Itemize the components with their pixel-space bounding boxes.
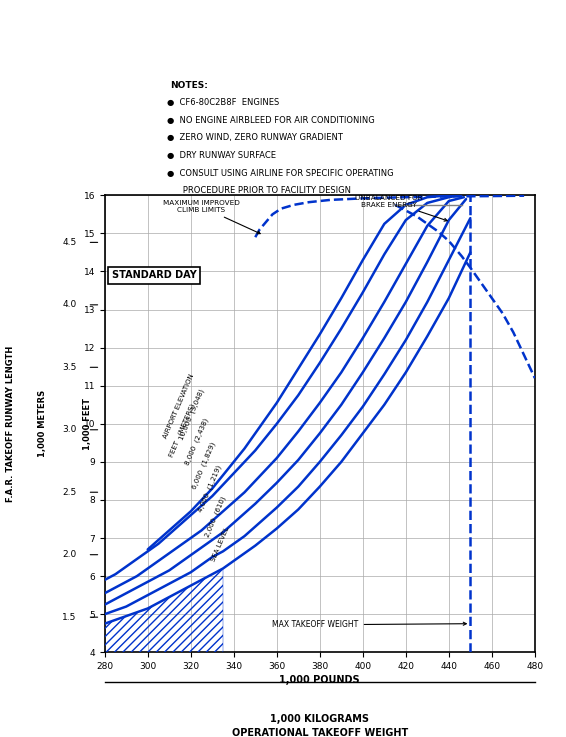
Text: UNBALANCED FOR
BRAKE ENERGY: UNBALANCED FOR BRAKE ENERGY bbox=[355, 195, 447, 221]
Text: 1,000 KILOGRAMS: 1,000 KILOGRAMS bbox=[271, 713, 369, 724]
Text: FEET   (METERS): FEET (METERS) bbox=[168, 402, 196, 458]
Text: MAXIMUM IMPROVED
CLIMB LIMITS: MAXIMUM IMPROVED CLIMB LIMITS bbox=[163, 200, 260, 234]
Text: 10,000  (3,048): 10,000 (3,048) bbox=[178, 388, 205, 441]
Text: ●  NO ENGINE AIRBLEED FOR AIR CONDITIONING: ● NO ENGINE AIRBLEED FOR AIR CONDITIONIN… bbox=[167, 116, 375, 125]
Text: 1.5: 1.5 bbox=[62, 612, 77, 622]
Text: 4.5: 4.5 bbox=[62, 238, 77, 247]
Text: SEA LEVEL: SEA LEVEL bbox=[210, 526, 230, 563]
Text: ●  DRY RUNWAY SURFACE: ● DRY RUNWAY SURFACE bbox=[167, 151, 276, 160]
Text: 4.0: 4.0 bbox=[62, 301, 77, 310]
Text: 1,000 FEET: 1,000 FEET bbox=[83, 398, 92, 450]
Text: 8,000  (2,438): 8,000 (2,438) bbox=[185, 417, 210, 466]
Text: OPERATIONAL TAKEOFF WEIGHT: OPERATIONAL TAKEOFF WEIGHT bbox=[231, 727, 408, 737]
Text: 6,000  (1,829): 6,000 (1,829) bbox=[191, 441, 216, 490]
Text: AIRPORT ELEVATION: AIRPORT ELEVATION bbox=[163, 372, 196, 439]
Text: 1,000 METERS: 1,000 METERS bbox=[38, 390, 47, 458]
Text: STANDARD DAY: STANDARD DAY bbox=[112, 270, 196, 280]
Text: 2.0: 2.0 bbox=[62, 551, 77, 559]
Text: PROCEDURE PRIOR TO FACILITY DESIGN: PROCEDURE PRIOR TO FACILITY DESIGN bbox=[167, 186, 351, 195]
Text: 4,000  (1,219): 4,000 (1,219) bbox=[197, 464, 223, 513]
Text: MAX TAKEOFF WEIGHT: MAX TAKEOFF WEIGHT bbox=[272, 621, 466, 629]
Text: ●  CONSULT USING AIRLINE FOR SPECIFIC OPERATING: ● CONSULT USING AIRLINE FOR SPECIFIC OPE… bbox=[167, 169, 393, 178]
X-axis label: 1,000 POUNDS: 1,000 POUNDS bbox=[280, 675, 360, 685]
Text: ●  CF6-80C2B8F  ENGINES: ● CF6-80C2B8F ENGINES bbox=[167, 98, 279, 107]
Text: F.A.R. TAKEOFF RUNWAY LENGTH: F.A.R. TAKEOFF RUNWAY LENGTH bbox=[6, 346, 15, 502]
Text: 2,000  (610): 2,000 (610) bbox=[204, 495, 226, 538]
Text: 3.5: 3.5 bbox=[62, 363, 77, 371]
Text: 3.0: 3.0 bbox=[62, 425, 77, 434]
Text: 2.5: 2.5 bbox=[62, 488, 77, 497]
Text: NOTES:: NOTES: bbox=[170, 81, 208, 90]
Text: ●  ZERO WIND, ZERO RUNWAY GRADIENT: ● ZERO WIND, ZERO RUNWAY GRADIENT bbox=[167, 133, 343, 142]
